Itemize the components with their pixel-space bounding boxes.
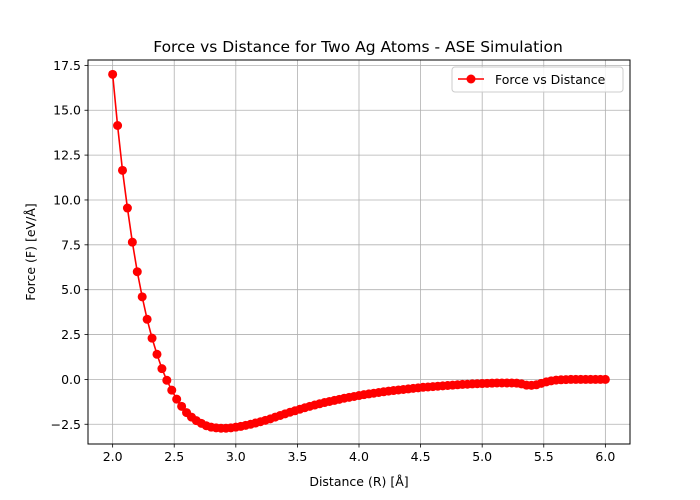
y-tick-label: 2.5 [61,327,81,342]
legend-marker-swatch [466,74,476,84]
data-point [157,364,167,374]
chart-title: Force vs Distance for Two Ag Atoms - ASE… [153,38,563,56]
y-tick-label: 5.0 [61,282,81,297]
data-point [177,401,187,411]
y-tick-label: 12.5 [53,148,81,163]
y-tick-label: 15.0 [53,103,81,118]
y-axis-label: Force (F) [eV/Å] [23,203,38,300]
x-tick-label: 5.5 [534,449,554,464]
grid [88,60,630,444]
x-tick-label: 2.0 [103,449,123,464]
data-point [152,349,162,359]
x-tick-label: 3.0 [226,449,246,464]
data-point [137,292,147,302]
data-point [127,237,137,247]
y-tick-label: 17.5 [53,58,81,73]
x-tick-label: 6.0 [595,449,615,464]
data-point [132,267,142,277]
x-tick-label: 4.5 [411,449,431,464]
y-tick-label: 0.0 [61,372,81,387]
x-tick-label: 5.0 [472,449,492,464]
legend: Force vs Distance [451,66,624,93]
data-point [172,394,182,404]
y-tick-label: −2.5 [51,417,81,432]
x-axis-label: Distance (R) [Å] [309,474,408,489]
legend-label: Force vs Distance [495,72,606,87]
y-tick-label: 7.5 [61,237,81,252]
data-point [600,374,610,384]
data-point [147,333,157,343]
data-point [122,203,132,213]
data-point [117,165,127,175]
data-point [108,69,118,79]
x-tick-label: 2.5 [164,449,184,464]
data-point [167,385,177,395]
data-layer [108,69,610,433]
x-tick-label: 3.5 [287,449,307,464]
legend-box [451,66,624,93]
y-tick-label: 10.0 [53,192,81,207]
data-point [162,375,172,385]
ticks: 2.0 2.5 3.0 3.5 4.0 4.5 5.0 5.5 6.0 −2.5 0.0 2.5 5.0… [51,58,616,464]
data-point [142,314,152,324]
data-point [113,120,123,130]
x-tick-label: 4.0 [349,449,369,464]
